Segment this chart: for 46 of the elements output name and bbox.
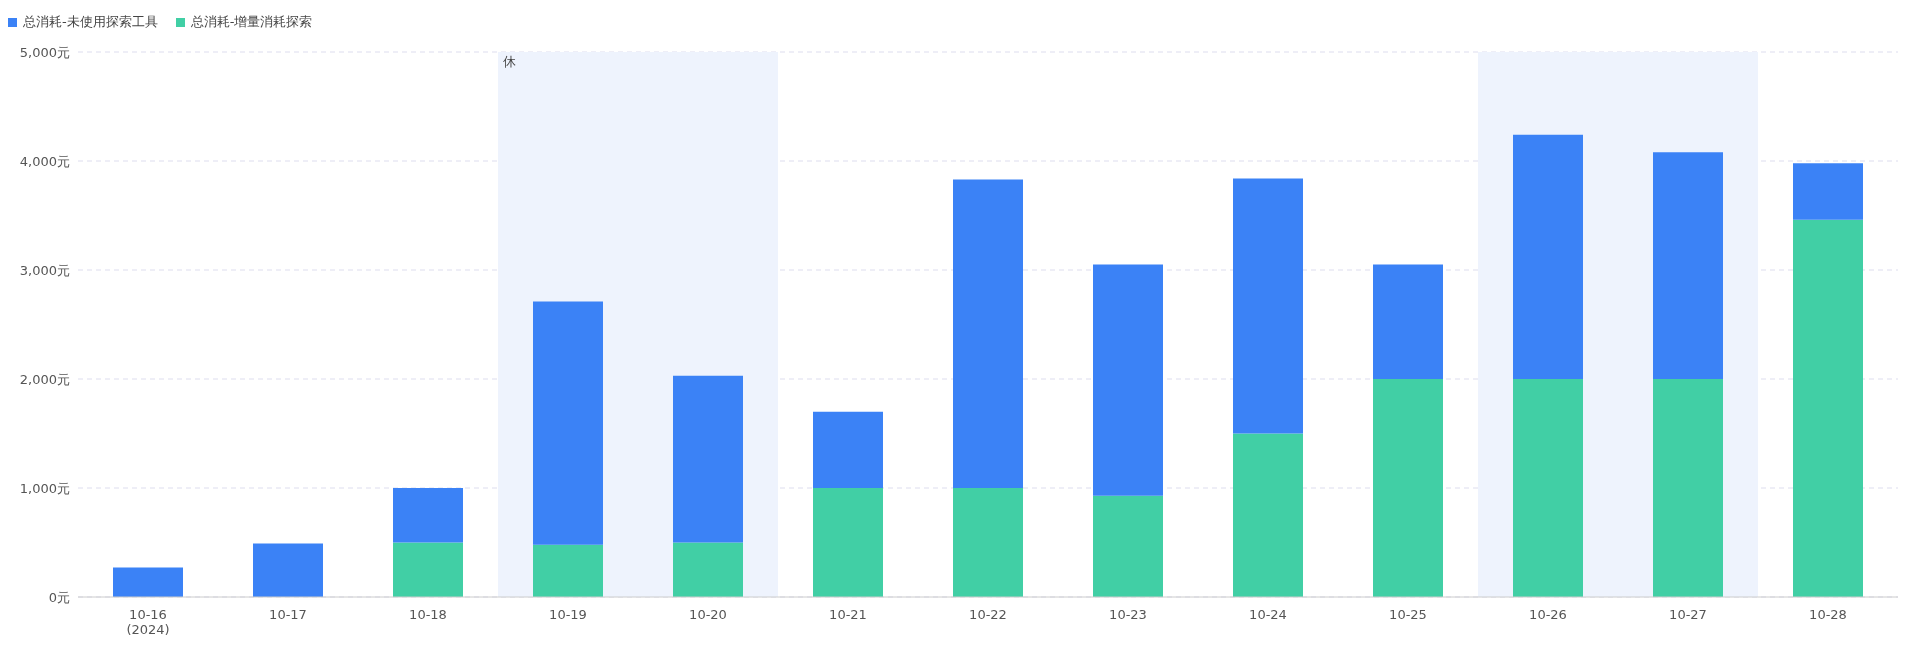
bar: [533, 301, 603, 545]
y-tick-label: 0元: [48, 589, 70, 605]
x-tick-label: 10-17: [269, 607, 307, 622]
bar: [393, 488, 463, 543]
y-tick-label: 1,000元: [19, 480, 70, 496]
y-tick-label: 3,000元: [19, 262, 70, 278]
x-tick-label: 10-27: [1669, 607, 1707, 622]
x-tick-label: 10-24: [1249, 607, 1287, 622]
bar: [813, 411, 883, 488]
bar: [673, 375, 743, 543]
bar: [953, 179, 1023, 488]
bar: [1793, 219, 1863, 597]
bar: [253, 543, 323, 597]
legend-label: 总消耗-增量消耗探索: [189, 13, 313, 31]
bar: [673, 542, 743, 597]
bar: [1093, 495, 1163, 597]
bar: [1373, 379, 1443, 597]
bar: [393, 542, 463, 597]
x-tick-label: 10-23: [1109, 607, 1147, 622]
x-tick-label: 10-26: [1529, 607, 1567, 622]
bar: [533, 544, 603, 597]
bar: [1653, 379, 1723, 597]
legend-label: 总消耗-未使用探索工具: [22, 13, 158, 31]
x-tick-label: 10-21: [829, 607, 867, 622]
band-label: 休: [503, 54, 516, 70]
bar: [1513, 379, 1583, 597]
bar: [1513, 134, 1583, 379]
x-tick-label: 10-19: [549, 607, 587, 622]
x-tick-label: 10-18: [409, 607, 447, 622]
bar: [1793, 163, 1863, 220]
y-tick-label: 2,000元: [19, 371, 70, 387]
y-tick-label: 4,000元: [19, 153, 70, 169]
bar: [113, 567, 183, 597]
bar: [953, 488, 1023, 597]
bar: [1373, 264, 1443, 379]
x-tick-label: 10-25: [1389, 607, 1427, 622]
bar: [1233, 178, 1303, 434]
bar: [1233, 433, 1303, 597]
x-tick-label: 10-22: [969, 607, 1007, 622]
bar: [813, 488, 883, 597]
x-tick-label: 10-20: [689, 607, 727, 622]
y-tick-label: 5,000元: [19, 44, 70, 60]
bar: [1093, 264, 1163, 496]
x-tick-label: 10-28: [1809, 607, 1847, 622]
bar: [1653, 152, 1723, 379]
x-tick-label: 10-16 (2024): [126, 607, 170, 637]
